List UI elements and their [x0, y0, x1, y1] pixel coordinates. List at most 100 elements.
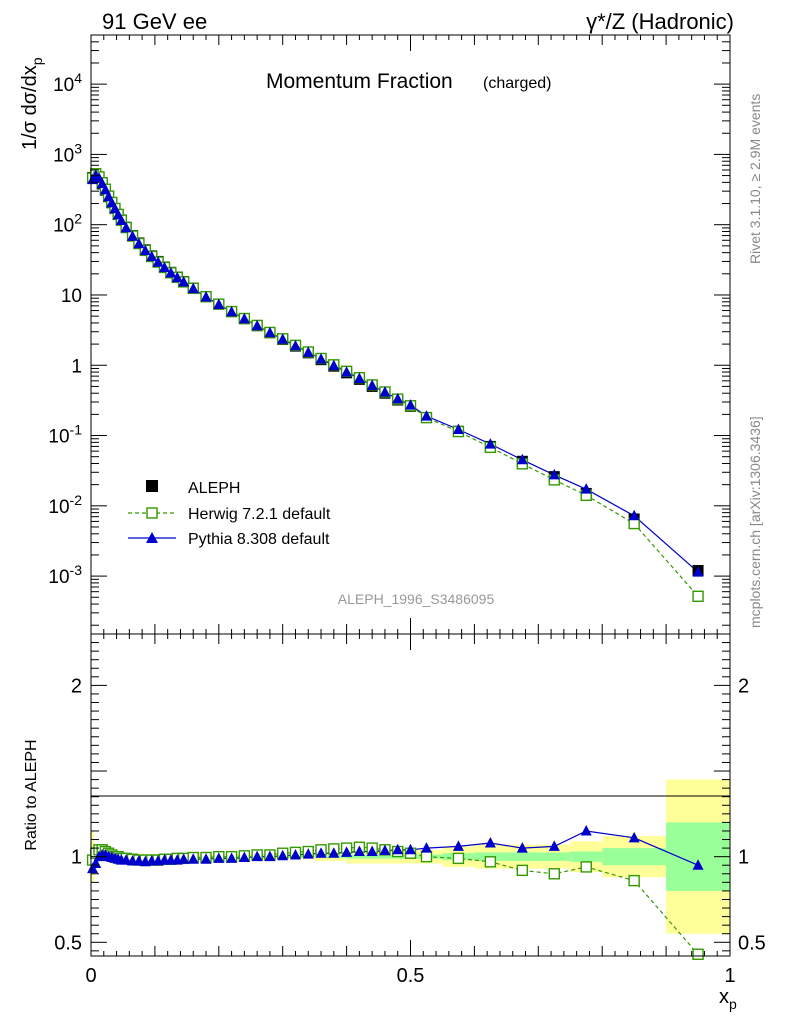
y-axis-label-sub: p: [29, 57, 45, 65]
main-title-suffix: (charged): [483, 75, 551, 92]
main-panel: 10-3 10-2 10-1 1 10 102 103 104 Momentum Fracti…: [19, 34, 731, 635]
pythia-point: [452, 423, 464, 434]
pythia-point: [692, 566, 704, 577]
herwig-ratio-point: [452, 852, 465, 865]
herwig-ratio-point: [580, 861, 592, 873]
pythia-point: [226, 305, 238, 317]
pythia-point: [366, 379, 378, 391]
pythia-point: [127, 230, 139, 241]
ratio-frame: [90, 633, 731, 957]
main-marks: [86, 168, 704, 602]
pythia-ratio-point: [580, 824, 592, 836]
pythia-point: [484, 438, 496, 449]
pythia-ratio-point: [328, 847, 340, 858]
y-tick-label: 10-3: [48, 562, 82, 588]
rivet-label: Rivet 3.1.10, ≥ 2.9M events: [747, 94, 763, 264]
pythia-point: [353, 372, 365, 383]
pythia-point: [213, 298, 225, 309]
pythia-point: [277, 333, 289, 344]
pythia-ratio-point: [277, 849, 289, 861]
legend-label-aleph: ALEPH: [188, 480, 240, 497]
pythia-ratio-point: [484, 836, 496, 848]
pythia-ratio-point: [353, 845, 365, 857]
x-axis-label-sub: p: [729, 996, 737, 1012]
pythia-point: [115, 214, 127, 226]
pythia-ratio-point: [238, 851, 250, 863]
ratio-y-tick-label: 0.5: [54, 932, 82, 954]
herwig-ratio-point: [484, 856, 497, 868]
pythia-ratio-point: [628, 831, 640, 843]
pythia-point: [165, 266, 177, 278]
pythia-ratio-point: [264, 850, 276, 862]
pythia-ratio-point: [178, 853, 190, 864]
herwig-point: [692, 590, 704, 602]
legend: ALEPH Herwig 7.2.1 default Pythia 8.308 …: [128, 480, 331, 548]
ratio-ticks: 0 0.5 10.5 0.51 12 2: [54, 634, 766, 987]
energy-label: 91 GeV ee: [102, 9, 207, 34]
x-tick-label: 0.5: [397, 965, 425, 987]
pythia-point: [302, 346, 314, 357]
y-tick-label: 10-2: [48, 492, 82, 518]
pythia-point: [171, 271, 183, 283]
pythia-point: [238, 312, 250, 324]
herwig-ratio-point: [420, 850, 433, 863]
y-axis-label: 1/σ dσ/dxp: [19, 57, 45, 150]
herwig-ratio-point: [692, 948, 704, 960]
pythia-ratio-point: [405, 843, 416, 855]
x-axis-label-main: x: [719, 986, 729, 1008]
pythia-point: [289, 339, 301, 351]
pythia-ratio-point: [289, 848, 301, 860]
x-axis-label: xp: [719, 986, 737, 1012]
legend-label-pythia: Pythia 8.308 default: [188, 531, 330, 548]
pythia-point: [628, 509, 640, 521]
herwig-ratio-point: [548, 868, 560, 880]
x-tick-label: 0: [85, 965, 96, 987]
pythia-point: [158, 261, 170, 273]
pythia-point: [548, 468, 560, 480]
pythia-point: [315, 353, 327, 364]
pythia-ratio-point: [315, 847, 327, 858]
pythia-point: [187, 282, 199, 294]
x-tick-label: 1: [724, 965, 735, 987]
y-tick-label: 1: [71, 356, 82, 377]
pythia-point: [328, 359, 340, 371]
pythia-point: [379, 386, 391, 397]
pythia-ratio-point: [392, 843, 404, 855]
y-tick-label: 10: [61, 286, 82, 307]
legend-marker-aleph: [146, 480, 158, 492]
pythia-point: [139, 244, 151, 256]
pythia-ratio-point: [302, 848, 314, 859]
pythia-ratio-point: [226, 852, 238, 863]
pythia-ratio-point: [251, 850, 263, 862]
pythia-ratio-point: [420, 842, 432, 853]
ratio-marks: [86, 824, 704, 960]
pythia-ratio-point: [366, 845, 378, 857]
pythia-point: [178, 276, 190, 287]
pythia-point: [133, 237, 145, 249]
legend-marker-pythia: [146, 532, 158, 543]
legend-label-herwig: Herwig 7.2.1 default: [188, 506, 331, 523]
pythia-point: [200, 290, 212, 302]
pythia-ratio-point: [379, 844, 391, 856]
ratio-y-tick-label-right: 1: [738, 847, 749, 869]
pythia-point: [420, 410, 432, 421]
main-ticks: 10-3 10-2 10-1 1 10 102 103 104: [48, 34, 731, 634]
pythia-series-line: [92, 174, 699, 573]
analysis-watermark: ALEPH_1996_S3486095: [338, 591, 495, 607]
main-title: Momentum Fraction: [266, 70, 453, 93]
ratio-y-tick-label: 2: [71, 675, 82, 697]
pythia-point: [251, 319, 263, 331]
y-tick-label: 102: [53, 211, 82, 237]
ratio-y-tick-label-right: 2: [738, 675, 749, 697]
ratio-panel: 0 0.5 10.5 0.51 12 2 Ratio to ALEPH xp: [23, 633, 766, 1012]
pythia-point: [120, 221, 132, 233]
pythia-point: [264, 326, 276, 338]
herwig-ratio-point: [516, 864, 529, 877]
y-tick-label: 104: [53, 70, 82, 96]
legend-marker-herwig: [146, 507, 158, 519]
pythia-point: [146, 250, 158, 262]
pythia-ratio-point: [452, 840, 464, 851]
pythia-point: [580, 483, 592, 494]
herwig-ratio-point: [628, 874, 640, 887]
